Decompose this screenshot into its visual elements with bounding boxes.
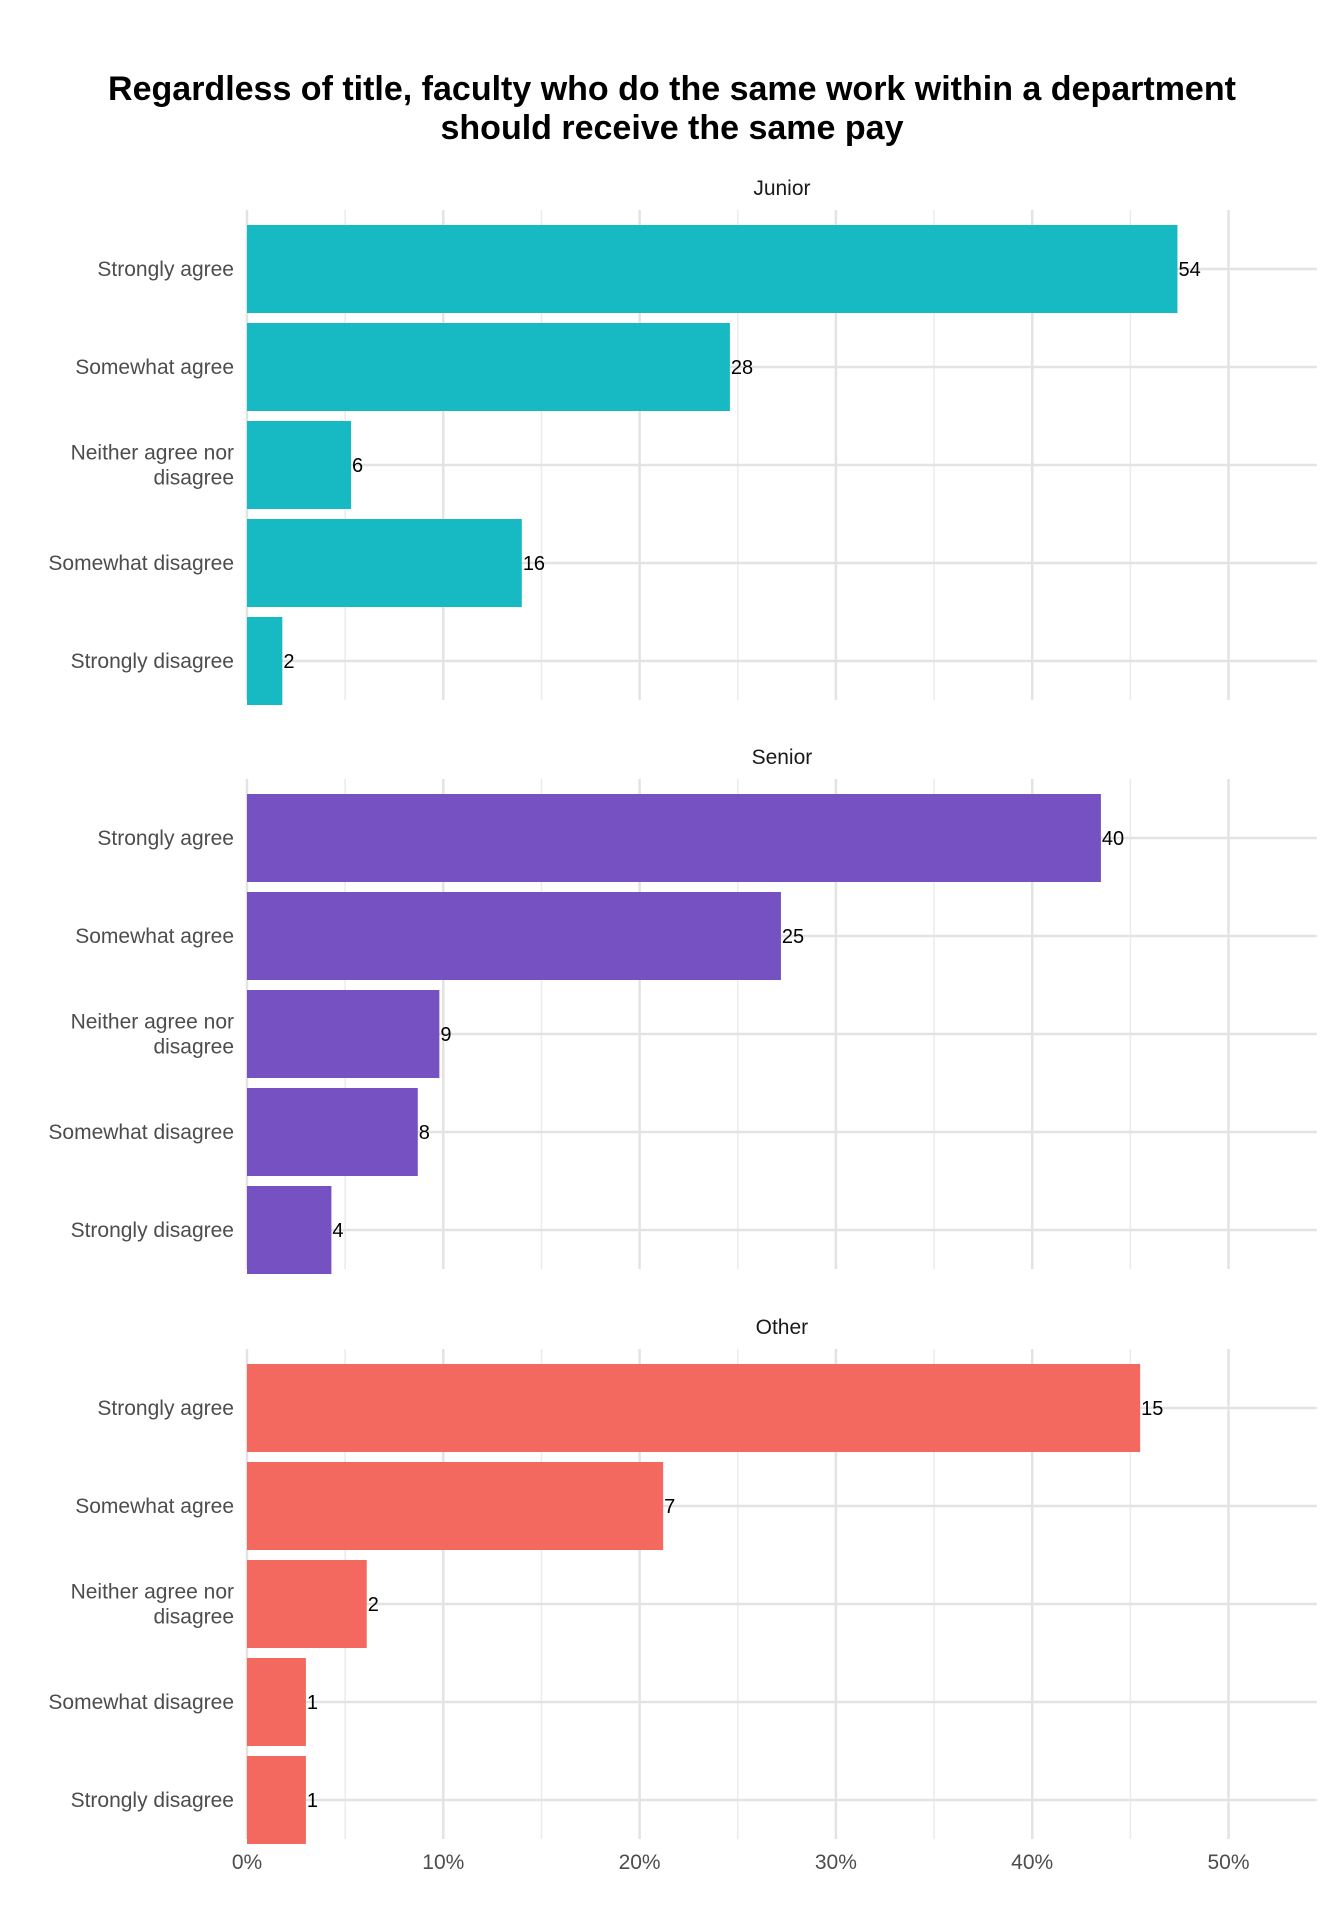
data-label: 54 <box>1178 259 1200 281</box>
x-tick-label: 10% <box>422 1851 464 1874</box>
category-label: Strongly agree <box>97 827 234 850</box>
data-label: 1 <box>307 1790 318 1812</box>
chart-title-line-2: should receive the same pay <box>440 109 904 147</box>
bar-other-4 <box>247 1658 306 1746</box>
bar-senior-3 <box>247 990 440 1078</box>
facet-label-senior: Senior <box>752 746 813 769</box>
x-tick-label: 50% <box>1207 1851 1249 1874</box>
data-label: 4 <box>332 1220 343 1242</box>
data-label: 6 <box>352 455 363 477</box>
category-label: disagree <box>153 1036 234 1059</box>
x-tick-label: 40% <box>1011 1851 1053 1874</box>
data-label: 40 <box>1102 828 1124 850</box>
bar-other-5 <box>247 1756 306 1844</box>
data-label: 7 <box>664 1496 675 1518</box>
chart-title-line-1: Regardless of title, faculty who do the … <box>108 70 1236 108</box>
data-label: 15 <box>1141 1398 1163 1420</box>
category-label: disagree <box>153 467 234 490</box>
bar-other-2 <box>247 1462 664 1550</box>
category-label: Neither agree nor <box>71 1011 234 1034</box>
bar-other-1 <box>247 1364 1141 1452</box>
facet-label-junior: Junior <box>753 177 810 200</box>
data-label: 8 <box>419 1122 430 1144</box>
data-label: 9 <box>440 1024 451 1046</box>
bar-junior-3 <box>247 421 352 509</box>
x-tick-label: 0% <box>232 1851 262 1874</box>
category-label: Somewhat agree <box>75 356 234 379</box>
x-tick-label: 30% <box>815 1851 857 1874</box>
category-label: Somewhat agree <box>75 925 234 948</box>
category-label: Neither agree nor <box>71 1581 234 1604</box>
chart-title: Regardless of title, faculty who do the … <box>60 70 1284 148</box>
category-label: Somewhat disagree <box>48 1691 234 1714</box>
data-label: 28 <box>731 357 753 379</box>
category-label: Strongly agree <box>97 1397 234 1420</box>
data-label: 2 <box>368 1594 379 1616</box>
category-label: Strongly disagree <box>71 650 234 673</box>
category-label: disagree <box>153 1606 234 1629</box>
category-label: Somewhat agree <box>75 1495 234 1518</box>
x-tick-label: 20% <box>619 1851 661 1874</box>
category-label: Strongly agree <box>97 258 234 281</box>
bar-junior-2 <box>247 323 730 411</box>
bar-junior-5 <box>247 617 283 705</box>
category-label: Strongly disagree <box>71 1789 234 1812</box>
category-label: Somewhat disagree <box>48 552 234 575</box>
bar-senior-1 <box>247 794 1101 882</box>
data-label: 1 <box>307 1692 318 1714</box>
bar-junior-1 <box>247 225 1178 313</box>
bar-senior-2 <box>247 892 781 980</box>
category-label: Somewhat disagree <box>48 1121 234 1144</box>
bar-junior-4 <box>247 519 522 607</box>
category-label: Strongly disagree <box>71 1219 234 1242</box>
bar-other-3 <box>247 1560 367 1648</box>
bar-senior-5 <box>247 1186 332 1274</box>
bar-senior-4 <box>247 1088 418 1176</box>
data-label: 2 <box>283 651 294 673</box>
category-label: Neither agree nor <box>71 442 234 465</box>
data-label: 16 <box>523 553 545 575</box>
data-label: 25 <box>782 926 804 948</box>
facet-label-other: Other <box>756 1316 809 1339</box>
